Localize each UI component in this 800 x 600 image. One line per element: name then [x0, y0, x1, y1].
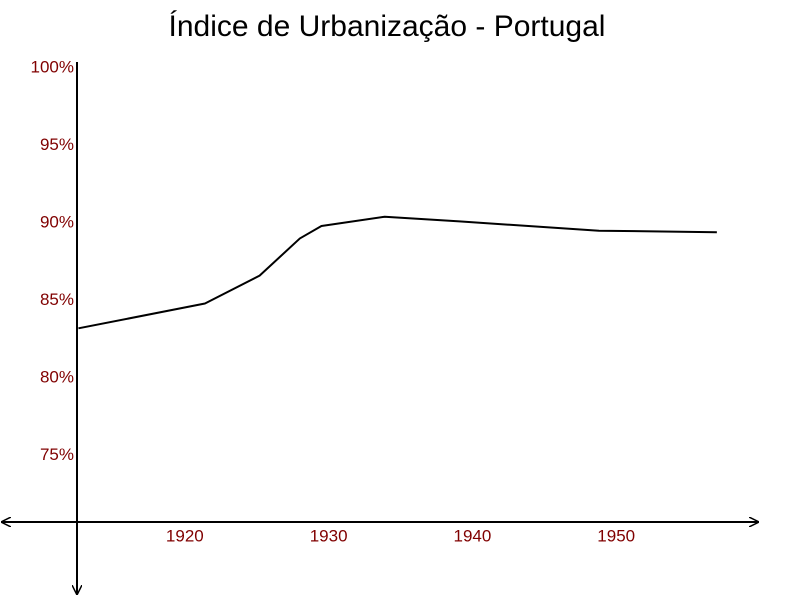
y-tick-label: 95% — [40, 135, 74, 154]
y-tick-label: 90% — [40, 212, 74, 231]
y-tick-label: 85% — [40, 290, 74, 309]
y-tick-label: 75% — [40, 445, 74, 464]
x-tick-label: 1920 — [166, 526, 204, 545]
x-tick-label: 1940 — [454, 526, 492, 545]
y-tick-label: 80% — [40, 367, 74, 386]
x-tick-label: 1950 — [597, 526, 635, 545]
data-line — [78, 215, 717, 330]
y-tick-label: 100% — [31, 57, 74, 76]
x-tick-label: 1930 — [310, 526, 348, 545]
chart-title: Índice de Urbanização - Portugal — [169, 10, 606, 43]
